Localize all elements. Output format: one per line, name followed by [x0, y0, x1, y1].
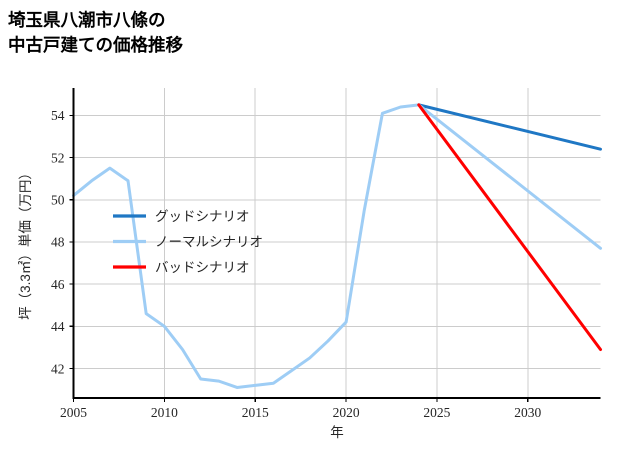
legend-label: グッドシナリオ	[155, 209, 250, 224]
x-tick-label: 2005	[60, 405, 87, 420]
y-tick-label: 44	[51, 319, 65, 334]
x-tick-label: 2030	[514, 405, 541, 420]
y-tick-label: 48	[51, 235, 65, 250]
x-tick-label: 2020	[333, 405, 360, 420]
y-tick-label: 42	[51, 361, 65, 376]
series-line-1	[417, 103, 602, 151]
series-lines	[72, 103, 602, 389]
y-gridlines	[73, 114, 601, 369]
x-tick-label: 2025	[423, 405, 450, 420]
y-tick-label: 52	[51, 150, 65, 165]
x-tick-labels: 2005 2010 2015 2020 2025 2030	[60, 405, 542, 420]
y-axis-title: 坪（3.3㎡）単価（万円）	[18, 166, 33, 320]
x-tick-label: 2010	[151, 405, 178, 420]
axis-tickmarks	[69, 114, 529, 402]
y-tick-label: 46	[51, 277, 65, 292]
legend-label: ノーマルシナリオ	[155, 235, 263, 250]
y-tick-label: 54	[51, 108, 65, 123]
y-tick-label: 50	[51, 193, 65, 208]
x-axis-title: 年	[330, 425, 344, 440]
legend-label: バッドシナリオ	[155, 260, 250, 275]
y-tick-labels: 42 44 46 48 50 52 54	[51, 108, 65, 376]
series-line-2	[72, 103, 602, 389]
x-tick-label: 2015	[242, 405, 269, 420]
chart-title: 埼玉県八潮市八條の 中古戸建ての価格推移	[8, 10, 183, 56]
series-line-3	[417, 103, 602, 351]
